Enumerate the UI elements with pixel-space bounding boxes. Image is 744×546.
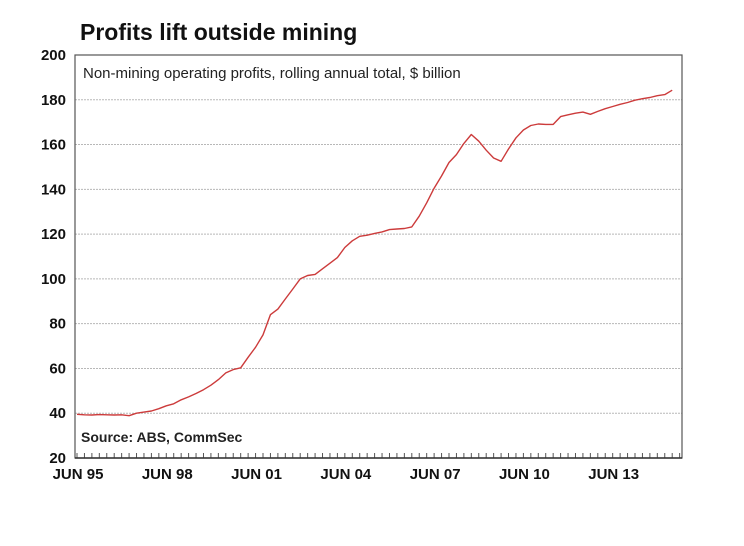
x-tick-label: JUN 07 xyxy=(410,466,461,483)
chart-title: Profits lift outside mining xyxy=(80,19,357,45)
y-tick-label: 20 xyxy=(49,450,66,467)
x-tick-label: JUN 04 xyxy=(320,466,372,483)
chart-subtitle: Non-mining operating profits, rolling an… xyxy=(83,65,461,82)
y-tick-label: 140 xyxy=(41,181,66,198)
y-tick-label: 120 xyxy=(41,226,66,243)
y-tick-label: 100 xyxy=(41,271,66,288)
gridlines xyxy=(75,99,682,414)
source-note: Source: ABS, CommSec xyxy=(81,429,243,445)
plot-frame xyxy=(74,54,683,459)
x-tick-label: JUN 98 xyxy=(142,466,193,483)
series-layer xyxy=(76,89,673,417)
x-tick-label: JUN 13 xyxy=(588,466,639,483)
y-tick-label: 160 xyxy=(41,137,66,154)
series-line-0 xyxy=(76,89,673,417)
y-tick-label: 80 xyxy=(49,316,66,333)
x-tick-label: JUN 10 xyxy=(499,466,550,483)
x-tick-label: JUN 95 xyxy=(53,466,104,483)
y-axis-tick-labels: 20 40 60 80 100 120 140 160 180 200 xyxy=(41,47,66,467)
y-tick-label: 40 xyxy=(49,405,66,422)
x-axis-minor-ticks xyxy=(76,453,681,458)
y-tick-label: 60 xyxy=(49,360,66,377)
y-tick-label: 180 xyxy=(41,92,66,109)
x-axis-tick-labels: JUN 95 JUN 98 JUN 01 JUN 04 JUN 07 JUN 10 JUN … xyxy=(53,466,640,483)
y-tick-label: 200 xyxy=(41,47,66,64)
x-tick-label: JUN 01 xyxy=(231,466,282,483)
